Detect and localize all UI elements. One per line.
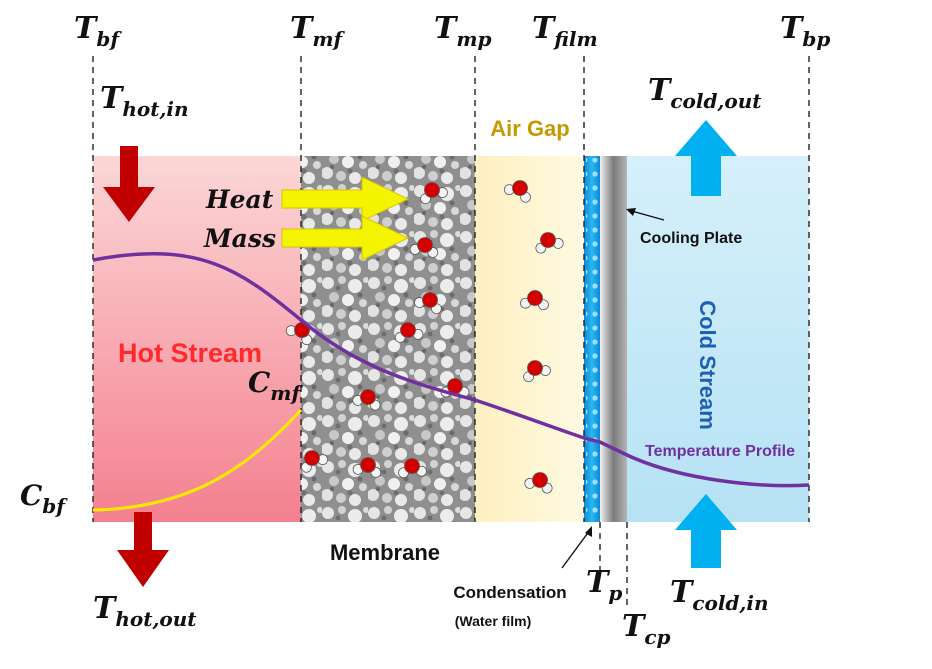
water-molecule [352,389,381,411]
t-cold-out-main: T [648,73,673,108]
t-film-main: T [532,11,557,46]
t-cp-sub: cp [644,625,670,649]
t-cold-in-label: Tcold,in [670,575,769,615]
hot-stream-label: Hot Stream [118,338,262,368]
oxygen-atom [532,472,548,488]
t-p-sub: p [608,581,622,605]
oxygen-atom [424,182,440,198]
water-molecule [523,360,551,383]
condensation-pointer-head [585,526,592,537]
water-molecule [535,232,564,254]
oxygen-atom [527,360,543,376]
c-mf-main: C [248,366,271,399]
t-hot-in-main: T [100,81,125,116]
concentration-profile-curve [92,408,303,512]
membrane-label: Membrane [330,540,440,565]
water-molecule [524,472,553,494]
t-cold-in-main: T [670,575,695,610]
oxygen-atom [512,180,528,196]
oxygen-atom [304,450,320,466]
mass-label: Mass [203,224,276,253]
t-hot-out-main: T [93,591,118,626]
cold-stream-label: Cold Stream [695,300,720,430]
oxygen-atom [417,237,433,253]
c-mf-sub: mf [270,381,303,405]
temperature-profile-curve [92,252,810,488]
water-molecule [414,292,442,315]
oxygen-atom [422,292,438,308]
cold-inflow-arrow [675,494,737,568]
t-bf-sub: bf [96,27,122,51]
t-film-label: Tfilm [532,11,598,51]
cold-stream-region [627,156,809,522]
condensation-pointer [561,529,591,569]
oxygen-atom [404,458,420,474]
c-bf-sub: bf [42,494,68,518]
heat-label: Heat [205,185,274,214]
t-hot-in-label: Thot,in [100,81,189,121]
t-p-main: T [586,565,611,600]
t-bp-label: Tbp [780,11,830,51]
t-mf-main: T [290,11,315,46]
c-bf-label: Cbf [20,479,68,518]
water-molecule [352,457,382,478]
cooling-plate-label: Cooling Plate [640,230,742,247]
water-molecule [409,237,439,258]
oxygen-atom [540,232,556,248]
c-bf-main: C [20,479,43,512]
cold-outflow-arrow [675,120,737,196]
t-mf-sub: mf [312,27,345,51]
t-mp-sub: mp [456,27,491,51]
cooling-plate-region [600,156,627,522]
water-molecule [394,322,424,343]
water-molecules [285,180,564,494]
oxygen-atom [360,389,376,405]
oxygen-atom [527,290,543,306]
water-molecule [285,322,313,346]
oxygen-atom [360,457,376,473]
t-cold-out-sub: cold,out [670,89,762,113]
t-cold-out-label: Tcold,out [648,73,762,113]
temperature-profile-label: Temperature Profile [645,443,795,460]
hot-inflow-arrow [103,146,155,222]
water-film-label: (Water film) [455,613,531,629]
t-bp-main: T [780,11,805,46]
boundary-lines [92,56,810,610]
air-gap-region [475,156,584,522]
t-cold-in-sub: cold,in [692,591,768,615]
water-molecule [520,290,549,311]
hot-outflow-arrow [117,512,169,587]
t-mf-label: Tmf [290,11,345,51]
water-molecule [300,450,329,473]
condensation-label: Condensation [453,583,566,602]
t-hot-in-sub: hot,in [122,97,188,121]
cooling-plate-pointer-head [626,208,636,216]
water-molecule [420,182,448,205]
t-cp-main: T [622,609,647,644]
t-p-label: Tp [586,565,622,605]
water-film-droplets [586,158,598,520]
membrane-region [301,156,475,522]
water-molecule [398,458,427,479]
oxygen-atom [400,322,416,338]
t-film-sub: film [552,27,597,51]
heat-flux-arrow [281,176,410,222]
t-hot-out-label: Thot,out [93,591,197,631]
t-bf-main: T [74,11,99,46]
air-gap-label: Air Gap [490,116,569,141]
t-mp-main: T [434,11,459,46]
t-bf-label: Tbf [74,11,122,51]
t-bp-sub: bp [802,27,830,51]
t-mp-label: Tmp [434,11,491,51]
water-molecule [503,180,532,203]
t-cp-label: Tcp [622,609,671,649]
c-mf-label: Cmf [248,366,303,405]
mass-flux-arrow [281,215,410,261]
t-hot-out-sub: hot,out [115,607,197,631]
